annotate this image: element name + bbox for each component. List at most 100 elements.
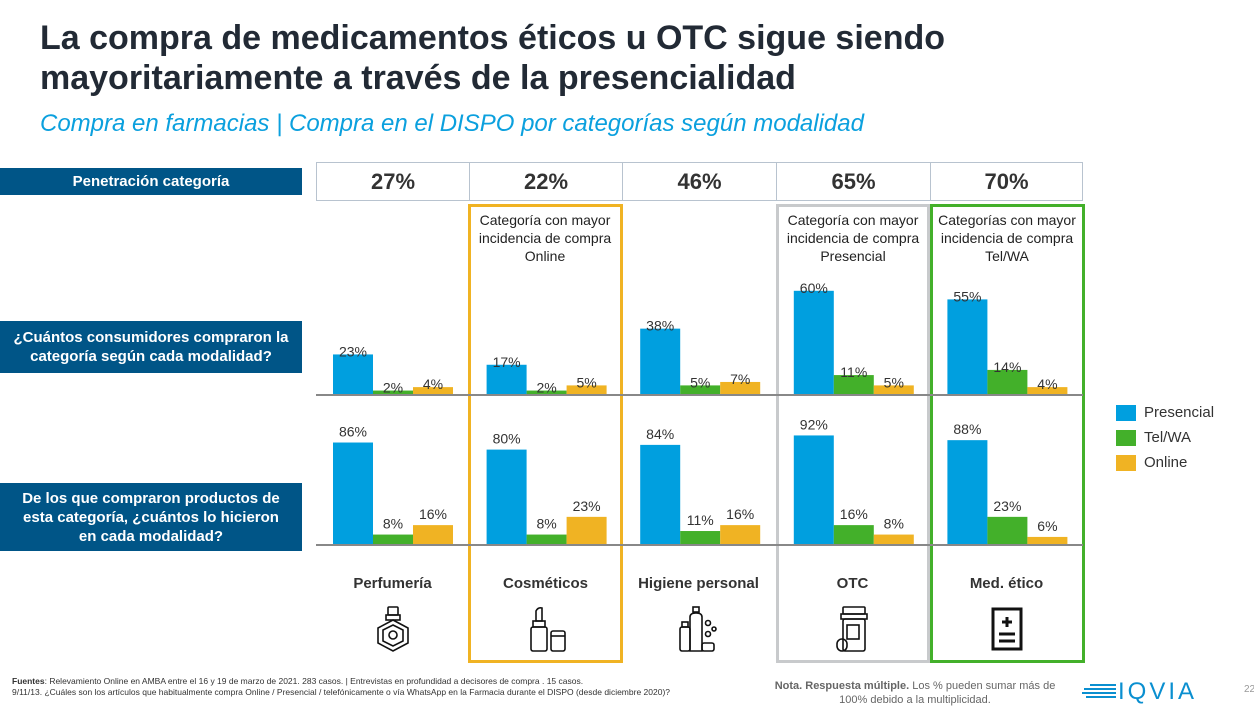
highlight-box-telwa bbox=[930, 204, 1085, 663]
bar-presencial-1 bbox=[486, 449, 527, 544]
bar-presencial-4 bbox=[947, 440, 988, 544]
bar-presencial-0 bbox=[333, 354, 373, 394]
bar-label-online-1: 23% bbox=[573, 498, 601, 514]
bar-online-4 bbox=[1027, 536, 1068, 544]
bar-label-presencial-0: 23% bbox=[339, 343, 367, 359]
note-text: Los % pueden sumar más de 100% debido a … bbox=[839, 680, 1056, 706]
legend-label-online: Online bbox=[1144, 454, 1188, 471]
legend-item-online: Online bbox=[1116, 450, 1214, 475]
bar-online-4 bbox=[1027, 387, 1068, 394]
note-bold: Nota. Respuesta múltiple. bbox=[774, 680, 910, 692]
bar-label-presencial-3: 92% bbox=[800, 416, 828, 432]
category-label-cosmeticos: Cosméticos bbox=[502, 575, 589, 592]
question-text: 9/11/13. ¿Cuáles son los artículos que h… bbox=[12, 687, 670, 697]
bar-telwa-0 bbox=[373, 390, 413, 394]
category-label-otc: OTC bbox=[836, 575, 869, 592]
bar-label-telwa-4: 23% bbox=[993, 498, 1021, 514]
bar-telwa-1 bbox=[526, 390, 567, 394]
legend: Presencial Tel/WA Online bbox=[1116, 400, 1214, 475]
bar-label-online-4: 6% bbox=[1037, 518, 1057, 534]
category-label-med-etico: Med. ético bbox=[969, 575, 1044, 592]
sources-text: : Relevamiento Online en AMBA entre el 1… bbox=[44, 676, 584, 686]
bar-presencial-0 bbox=[333, 442, 373, 544]
bar-label-presencial-1: 80% bbox=[493, 431, 521, 447]
bar-label-presencial-2: 38% bbox=[646, 318, 674, 334]
bar-label-telwa-1: 2% bbox=[536, 380, 556, 396]
q2-row-label: De los que compraron productos de esta c… bbox=[0, 483, 302, 551]
bar-label-online-0: 16% bbox=[419, 506, 447, 522]
bar-label-presencial-0: 86% bbox=[339, 424, 367, 440]
bar-presencial-3 bbox=[793, 435, 834, 544]
penetration-cell-higiene: 46% bbox=[622, 162, 777, 201]
bar-presencial-2 bbox=[640, 444, 681, 544]
legend-item-telwa: Tel/WA bbox=[1116, 425, 1214, 450]
bar-label-telwa-0: 8% bbox=[383, 516, 403, 532]
bar-label-telwa-3: 11% bbox=[840, 364, 867, 380]
bar-telwa-2 bbox=[680, 531, 721, 544]
iqvia-logo-mark-icon bbox=[1082, 684, 1116, 698]
bar-telwa-2 bbox=[680, 385, 721, 394]
bar-online-2 bbox=[720, 381, 761, 394]
bar-online-1 bbox=[566, 385, 607, 394]
prescription-icon bbox=[930, 604, 1083, 654]
chart-q1-bars: 23% 2% 4% 17% 2% 5% 38% 5% 7% 60% 11% 5% 55% 14% 4% bbox=[316, 280, 1083, 396]
bar-label-telwa-1: 8% bbox=[536, 516, 556, 532]
iqvia-logo: IQVIA bbox=[1082, 678, 1197, 706]
page-subtitle: Compra en farmacias | Compra en el DISPO… bbox=[40, 110, 864, 137]
bar-label-presencial-3: 60% bbox=[800, 280, 828, 296]
q1-row-label: ¿Cuántos consumidores compraron la categ… bbox=[0, 321, 302, 373]
legend-swatch-telwa bbox=[1116, 429, 1136, 446]
bar-telwa-0 bbox=[373, 534, 413, 544]
bar-online-0 bbox=[413, 387, 453, 394]
legend-label-telwa: Tel/WA bbox=[1144, 429, 1191, 446]
penetration-cell-perfumeria: 27% bbox=[316, 162, 470, 201]
logo-text: IQVIA bbox=[1118, 678, 1198, 705]
bar-online-0 bbox=[413, 525, 453, 544]
bar-label-telwa-0: 2% bbox=[383, 380, 403, 396]
highlight-box-presencial bbox=[776, 204, 930, 663]
bar-telwa-3 bbox=[833, 525, 874, 544]
bar-telwa-4 bbox=[987, 369, 1028, 394]
category-label-perfumeria: Perfumería bbox=[353, 575, 432, 592]
bar-label-telwa-2: 11% bbox=[687, 512, 714, 528]
bar-presencial-3 bbox=[793, 290, 834, 394]
bar-online-3 bbox=[873, 534, 914, 544]
bar-label-online-3: 8% bbox=[884, 516, 904, 532]
bar-telwa-3 bbox=[833, 375, 874, 394]
bar-label-presencial-2: 84% bbox=[646, 426, 674, 442]
bar-telwa-4 bbox=[987, 516, 1028, 544]
legend-swatch-online bbox=[1116, 454, 1136, 471]
highlight-text-online: Categoría con mayor incidencia de compra… bbox=[478, 212, 612, 264]
legend-label-presencial: Presencial bbox=[1144, 404, 1215, 421]
footer-sources: Fuentes: Relevamiento Online en AMBA ent… bbox=[12, 676, 670, 698]
category-label-higiene: Higiene personal bbox=[638, 575, 759, 592]
bar-telwa-1 bbox=[526, 534, 567, 544]
penetration-cell-cosmeticos: 22% bbox=[469, 162, 623, 201]
bar-label-telwa-2: 5% bbox=[690, 374, 710, 390]
highlight-box-online bbox=[468, 204, 623, 663]
bar-presencial-1 bbox=[486, 364, 527, 394]
bar-label-presencial-4: 55% bbox=[953, 288, 981, 304]
chart-q2-bars: 86% 8% 16% 80% 8% 23% 84% 11% 16% 92% 16% 8% 88% 23% 6… bbox=[316, 416, 1083, 546]
bar-online-2 bbox=[720, 525, 761, 544]
legend-item-presencial: Presencial bbox=[1116, 400, 1214, 425]
bar-label-online-1: 5% bbox=[576, 374, 596, 390]
hygiene-products-icon bbox=[622, 604, 775, 654]
bar-online-1 bbox=[566, 516, 607, 544]
bar-label-online-2: 7% bbox=[730, 371, 750, 387]
bar-label-online-0: 4% bbox=[423, 376, 443, 392]
page-number: 22 bbox=[1244, 684, 1254, 695]
pill-bottle-icon bbox=[776, 604, 929, 654]
bar-presencial-2 bbox=[640, 328, 681, 394]
penetration-row-label: Penetración categoría bbox=[0, 168, 302, 195]
perfume-bottle-icon bbox=[316, 604, 469, 654]
bar-label-online-2: 16% bbox=[726, 506, 754, 522]
bar-presencial-4 bbox=[947, 299, 988, 394]
bar-label-online-3: 5% bbox=[884, 374, 904, 390]
bar-label-telwa-4: 14% bbox=[993, 359, 1021, 375]
highlight-text-presencial: Categoría con mayor incidencia de compra… bbox=[786, 212, 920, 264]
legend-swatch-presencial bbox=[1116, 404, 1136, 421]
bar-label-online-4: 4% bbox=[1037, 376, 1057, 392]
sources-label: Fuentes bbox=[12, 676, 45, 686]
footer-note: Nota. Respuesta múltiple. Los % pueden s… bbox=[770, 679, 1060, 707]
